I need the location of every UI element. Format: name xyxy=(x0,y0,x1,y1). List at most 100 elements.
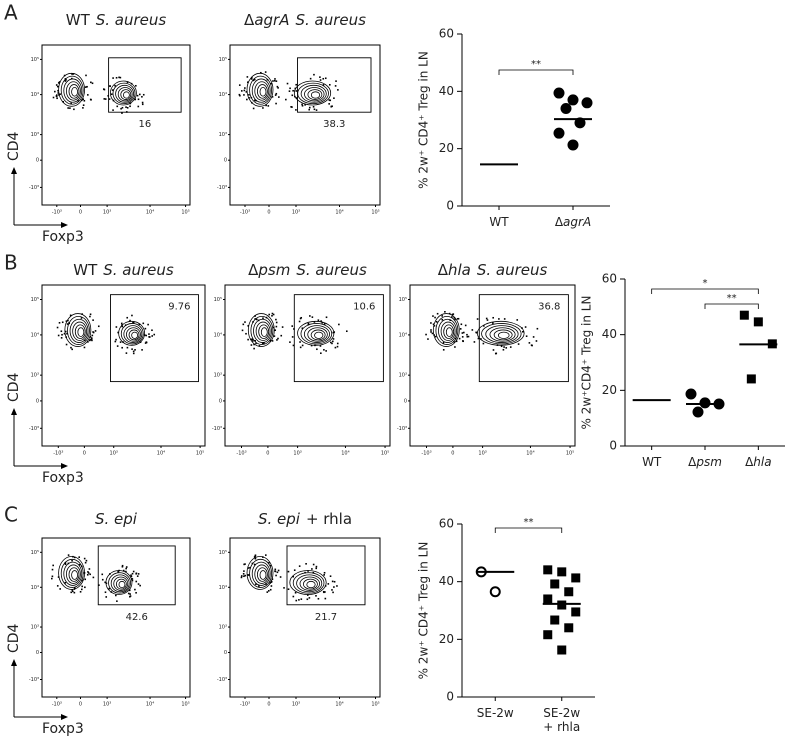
event-dot xyxy=(241,329,244,332)
event-dot xyxy=(243,570,245,572)
event-dot xyxy=(129,319,131,322)
event-dot xyxy=(247,81,249,84)
flow-frame xyxy=(41,44,191,206)
text-segment: + rhla xyxy=(543,720,580,734)
event-dot xyxy=(67,554,70,556)
event-dot xyxy=(307,322,310,325)
y-axis-title: % 2w⁺ CD4⁺ Treg in LN xyxy=(417,51,431,189)
contour xyxy=(66,564,81,584)
event-dot xyxy=(131,578,134,580)
event-dot xyxy=(111,89,114,91)
event-dot xyxy=(291,325,294,327)
contour xyxy=(254,564,270,584)
event-dot xyxy=(480,338,482,340)
event-dot xyxy=(278,96,280,98)
event-dot xyxy=(138,93,141,96)
event-dot xyxy=(101,578,104,581)
event-dot xyxy=(264,554,267,556)
event-dot xyxy=(253,343,255,346)
event-dot xyxy=(521,330,524,333)
gate xyxy=(97,545,176,606)
event-dot xyxy=(299,317,302,320)
event-dot xyxy=(77,99,79,102)
data-point xyxy=(571,607,581,617)
event-dot xyxy=(317,319,320,321)
y-tick-label: 0 xyxy=(446,690,454,704)
event-dot xyxy=(292,344,295,347)
event-dot xyxy=(307,570,309,572)
event-dot xyxy=(333,586,335,588)
flow-x-tick: -10³ xyxy=(52,210,62,216)
arrow-head xyxy=(11,408,17,415)
data-point xyxy=(550,615,560,625)
event-dot xyxy=(453,316,456,319)
event-dot xyxy=(73,556,76,559)
flow-x-tick: 10³ xyxy=(103,210,111,216)
flow-y-tick: 10⁵ xyxy=(399,297,407,303)
event-dot xyxy=(477,337,480,340)
event-dot xyxy=(110,93,113,96)
event-dot xyxy=(244,574,247,577)
event-dot xyxy=(331,589,333,591)
event-dot xyxy=(258,345,261,347)
event-dot xyxy=(105,596,108,598)
event-dot xyxy=(269,582,271,584)
event-dot xyxy=(57,334,60,337)
event-dot xyxy=(314,344,316,347)
y-tick-label: 20 xyxy=(602,383,617,397)
event-dot xyxy=(333,580,336,583)
event-dot xyxy=(453,340,455,343)
significance-bracket xyxy=(498,69,574,75)
event-dot xyxy=(247,325,250,327)
axis-label: Foxp3 xyxy=(42,470,84,486)
event-dot xyxy=(63,332,66,335)
event-dot xyxy=(102,88,105,90)
data-point xyxy=(489,586,501,598)
flow-y-tick: 10³ xyxy=(219,625,227,631)
event-dot xyxy=(454,346,456,348)
event-dot xyxy=(135,591,137,594)
event-dot xyxy=(275,102,277,105)
event-dot xyxy=(275,574,277,577)
event-dot xyxy=(89,313,92,316)
event-dot xyxy=(336,345,339,348)
contour xyxy=(66,81,81,101)
event-dot xyxy=(274,94,277,96)
contour xyxy=(443,324,455,339)
flow-x-tick: -10³ xyxy=(52,702,62,708)
event-dot xyxy=(289,87,291,90)
event-dot xyxy=(473,341,476,343)
data-point xyxy=(553,127,565,139)
flow-x-tick: 0 xyxy=(267,702,270,708)
flow-x-tick: 0 xyxy=(267,210,270,216)
event-dot xyxy=(291,106,293,108)
event-dot xyxy=(516,319,519,321)
contour xyxy=(126,327,141,342)
event-dot xyxy=(84,86,87,88)
event-dot xyxy=(322,77,325,80)
event-dot xyxy=(129,105,131,108)
contour xyxy=(108,572,131,594)
event-dot xyxy=(274,78,276,80)
event-dot xyxy=(336,585,338,587)
event-dot xyxy=(291,336,294,338)
flow-y-tick: -10³ xyxy=(29,185,39,191)
event-dot xyxy=(55,84,58,86)
event-dot xyxy=(72,555,74,558)
event-dot xyxy=(476,318,479,320)
event-dot xyxy=(309,315,311,317)
flow-x-tick: 10³ xyxy=(478,451,486,457)
event-dot xyxy=(292,595,295,598)
event-dot xyxy=(83,572,86,574)
y-tick-label: 40 xyxy=(439,574,454,588)
y-axis-title: % 2w⁺CD4⁺ Treg in LN xyxy=(580,296,594,430)
flow-y-tick: -10³ xyxy=(29,426,39,432)
data-point xyxy=(543,630,553,640)
event-dot xyxy=(89,339,92,341)
event-dot xyxy=(454,318,456,321)
event-dot xyxy=(250,338,252,341)
event-dot xyxy=(247,567,250,569)
flow-y-tick: 0 xyxy=(36,158,39,164)
event-dot xyxy=(285,98,287,101)
rich-text: ΔagrA xyxy=(555,215,591,229)
